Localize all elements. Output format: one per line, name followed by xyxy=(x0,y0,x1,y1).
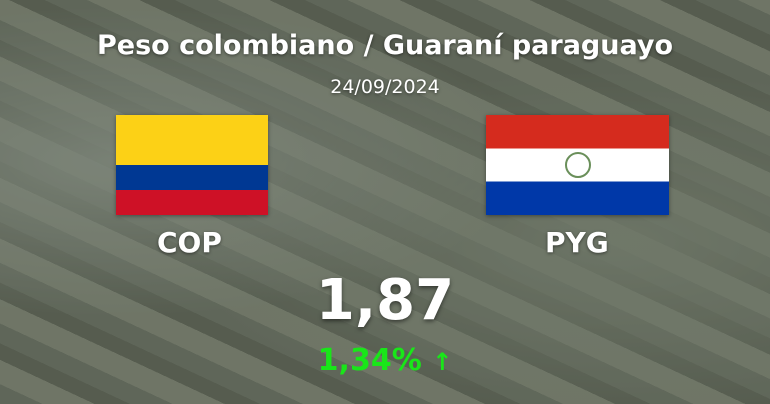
quote-currency-code: PYG xyxy=(545,226,609,259)
change-value: 1,34% xyxy=(317,343,422,378)
page-title: Peso colombiano / Guaraní paraguayo xyxy=(96,30,674,61)
rate-change: 1,34% ↑ xyxy=(0,343,770,378)
date-label: 24/09/2024 xyxy=(330,76,440,98)
paraguay-flag-icon xyxy=(486,115,669,215)
exchange-rate: 1,87 xyxy=(315,268,455,333)
colombia-flag-icon xyxy=(116,115,268,215)
base-currency-code: COP xyxy=(157,226,222,259)
arrow-up-icon: ↑ xyxy=(432,348,453,376)
paraguay-seal-icon xyxy=(565,152,591,178)
